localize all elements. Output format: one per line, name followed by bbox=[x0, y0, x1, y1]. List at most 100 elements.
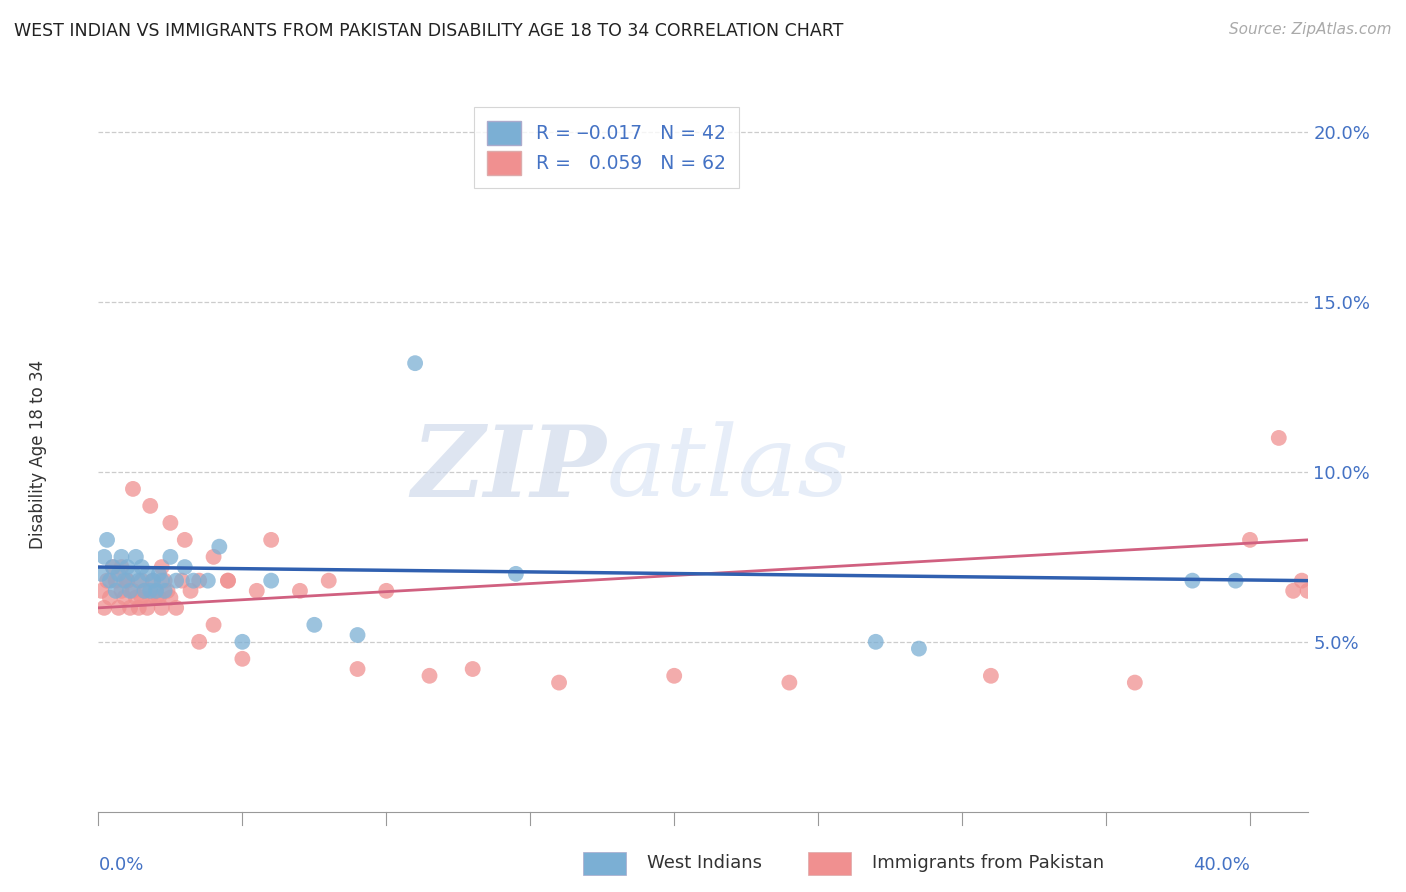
Point bbox=[208, 540, 231, 554]
Point bbox=[110, 583, 132, 598]
Point bbox=[145, 583, 167, 598]
Point bbox=[165, 600, 187, 615]
Text: 40.0%: 40.0% bbox=[1194, 856, 1250, 874]
Point bbox=[107, 600, 129, 615]
Point bbox=[246, 583, 269, 598]
Point bbox=[1291, 574, 1313, 588]
Point bbox=[418, 669, 440, 683]
Text: ZIP: ZIP bbox=[412, 421, 606, 517]
Point bbox=[112, 574, 135, 588]
Point bbox=[153, 583, 176, 598]
Point bbox=[153, 574, 176, 588]
Point bbox=[142, 574, 165, 588]
Point bbox=[139, 583, 162, 598]
Point bbox=[139, 591, 162, 605]
Text: atlas: atlas bbox=[606, 422, 849, 516]
Point bbox=[90, 566, 112, 581]
Point bbox=[98, 591, 121, 605]
Point bbox=[150, 560, 173, 574]
Point bbox=[505, 566, 527, 581]
Text: Source: ZipAtlas.com: Source: ZipAtlas.com bbox=[1229, 22, 1392, 37]
Point bbox=[1225, 574, 1247, 588]
Point bbox=[1181, 574, 1204, 588]
Point bbox=[173, 533, 195, 547]
Point bbox=[93, 549, 115, 564]
Point bbox=[139, 499, 162, 513]
Point bbox=[120, 600, 142, 615]
Text: West Indians: West Indians bbox=[647, 855, 762, 872]
Point bbox=[148, 566, 170, 581]
Point bbox=[980, 669, 1002, 683]
Point bbox=[183, 574, 205, 588]
Point bbox=[125, 591, 148, 605]
Text: 0.0%: 0.0% bbox=[98, 856, 143, 874]
Point bbox=[231, 652, 253, 666]
Point bbox=[173, 560, 195, 574]
Point bbox=[288, 583, 311, 598]
Point bbox=[128, 574, 150, 588]
Point bbox=[202, 549, 225, 564]
Point bbox=[159, 516, 181, 530]
Point bbox=[165, 574, 187, 588]
Point bbox=[1296, 583, 1319, 598]
Point bbox=[908, 641, 931, 656]
Point bbox=[98, 574, 121, 588]
Text: WEST INDIAN VS IMMIGRANTS FROM PAKISTAN DISABILITY AGE 18 TO 34 CORRELATION CHAR: WEST INDIAN VS IMMIGRANTS FROM PAKISTAN … bbox=[14, 22, 844, 40]
Legend: R = ‒0.017   N = 42, R =   0.059   N = 62: R = ‒0.017 N = 42, R = 0.059 N = 62 bbox=[474, 108, 738, 188]
Point bbox=[142, 574, 165, 588]
Point bbox=[150, 600, 173, 615]
Point bbox=[145, 583, 167, 598]
Point bbox=[778, 675, 800, 690]
Point bbox=[159, 549, 181, 564]
Text: Disability Age 18 to 34: Disability Age 18 to 34 bbox=[30, 360, 46, 549]
Point bbox=[134, 583, 156, 598]
Point bbox=[122, 482, 145, 496]
Point bbox=[404, 356, 426, 370]
Point bbox=[548, 675, 571, 690]
Text: Immigrants from Pakistan: Immigrants from Pakistan bbox=[872, 855, 1104, 872]
Point bbox=[1123, 675, 1146, 690]
Point bbox=[148, 591, 170, 605]
Point bbox=[150, 574, 173, 588]
Point bbox=[131, 574, 153, 588]
Point bbox=[131, 591, 153, 605]
Point bbox=[346, 628, 368, 642]
Point bbox=[375, 583, 398, 598]
Point bbox=[1282, 583, 1305, 598]
Point bbox=[664, 669, 686, 683]
Point bbox=[170, 574, 193, 588]
Point bbox=[156, 583, 179, 598]
Point bbox=[110, 549, 132, 564]
Point bbox=[104, 583, 127, 598]
Point bbox=[101, 560, 124, 574]
Point bbox=[107, 566, 129, 581]
Point bbox=[318, 574, 340, 588]
Point bbox=[1268, 431, 1291, 445]
Point bbox=[346, 662, 368, 676]
Point bbox=[136, 600, 159, 615]
Point bbox=[136, 566, 159, 581]
Point bbox=[134, 583, 156, 598]
Point bbox=[122, 583, 145, 598]
Point bbox=[145, 591, 167, 605]
Point bbox=[128, 600, 150, 615]
Point bbox=[188, 635, 211, 649]
Point bbox=[202, 617, 225, 632]
Point bbox=[112, 591, 135, 605]
Point bbox=[125, 549, 148, 564]
Point bbox=[115, 574, 138, 588]
Point bbox=[217, 574, 239, 588]
Point bbox=[101, 560, 124, 574]
Point bbox=[115, 560, 138, 574]
Point bbox=[1239, 533, 1261, 547]
Point bbox=[120, 583, 142, 598]
Point bbox=[159, 591, 181, 605]
Point bbox=[188, 574, 211, 588]
Point bbox=[304, 617, 326, 632]
Point bbox=[93, 600, 115, 615]
Point bbox=[197, 574, 219, 588]
Point bbox=[110, 560, 132, 574]
Point bbox=[96, 574, 118, 588]
Point bbox=[231, 635, 253, 649]
Point bbox=[180, 583, 202, 598]
